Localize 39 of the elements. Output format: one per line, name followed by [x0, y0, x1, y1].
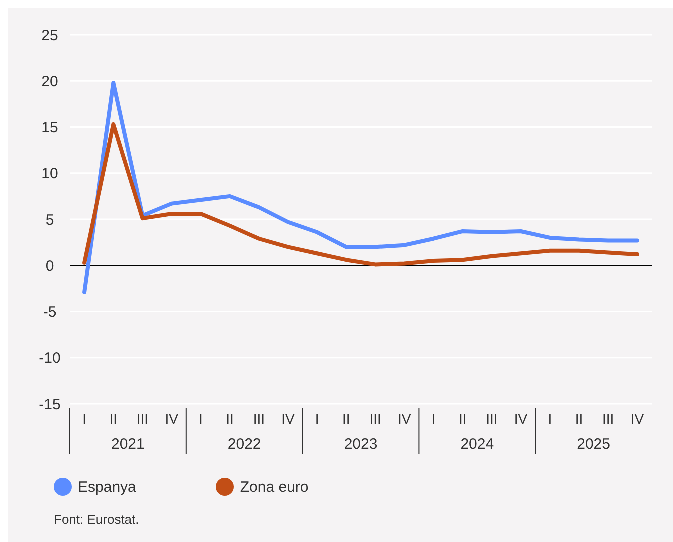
text: 2023 — [344, 436, 378, 453]
x-tick-label: III — [602, 411, 614, 427]
x-tick-label: III — [253, 411, 265, 427]
text: 2024 — [460, 436, 494, 453]
line-series — [82, 122, 640, 267]
x-tick-label: II — [226, 411, 234, 427]
text: 2022 — [228, 436, 262, 453]
x-tick-label: II — [110, 411, 118, 427]
x-tick-label: III — [486, 411, 498, 427]
y-tick-label: -5 — [43, 304, 57, 322]
y-tick-label: 25 — [42, 27, 58, 44]
x-tick-label: IV — [398, 411, 412, 427]
y-tick-label: 5 — [46, 212, 54, 229]
y-tick-label: 15 — [42, 120, 58, 137]
x-tick-label: IV — [630, 411, 645, 427]
x-tick-label: IV — [165, 411, 180, 427]
x-tick-label: IV — [514, 411, 528, 427]
y-tick-label: -10 — [39, 350, 61, 368]
x-tick-label: II — [575, 411, 584, 427]
y-tick-label: 10 — [42, 166, 58, 183]
x-tick-label: IV — [282, 411, 296, 427]
text: Font: Eurostat. — [53, 512, 140, 527]
text: 2021 — [112, 436, 145, 453]
x-tick-label: III — [370, 411, 382, 427]
x-tick-label: I — [82, 411, 86, 427]
text: 2025 — [577, 436, 610, 453]
x-tick-label: II — [458, 411, 467, 427]
y-tick-label: -15 — [39, 396, 61, 414]
line-series — [82, 80, 640, 294]
y-tick-label: 20 — [42, 73, 58, 90]
x-tick-label: I — [315, 411, 320, 427]
legend-label: Zona euro — [240, 478, 309, 496]
legend-label: Espanya — [78, 478, 136, 496]
x-tick-label: I — [199, 411, 203, 427]
x-tick-label: I — [548, 411, 552, 427]
x-tick-label: I — [432, 411, 436, 427]
x-tick-label: III — [136, 411, 149, 427]
y-tick-label: 0 — [46, 258, 54, 275]
x-tick-label: II — [342, 411, 350, 427]
